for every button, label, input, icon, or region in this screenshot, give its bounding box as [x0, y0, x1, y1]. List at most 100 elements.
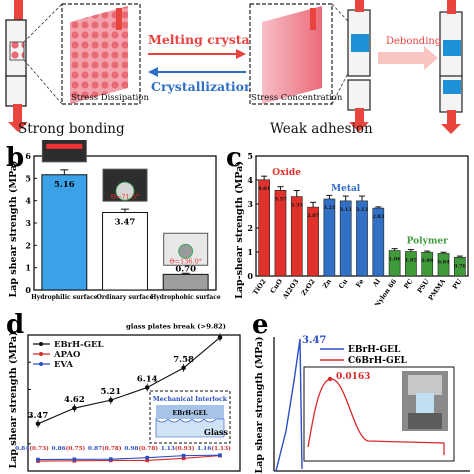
d-pair-label: 0.86(0.75): [52, 445, 86, 452]
c-category-label: Zn: [321, 277, 333, 290]
left-specimen: [5, 0, 28, 132]
right-specimen: [347, 0, 463, 134]
d-point-label: 7.58: [173, 355, 194, 365]
c-bar: [339, 200, 352, 277]
chart-c: c Lap-shear strength (MPa) 0 1 2 3 4 5 4.01 TiO…: [226, 143, 469, 305]
d-legend-label: EVA: [54, 360, 73, 370]
d-axes-frame: [27, 334, 241, 472]
b-droplet: [115, 181, 135, 201]
c-value-label: 3.21: [323, 205, 335, 211]
d-inset-glass-label: Glass: [204, 427, 229, 437]
panel-d: d Lap shear strength (MPa) EBrH-GEL APAO E…: [0, 305, 248, 474]
d-inset-gel-layer: [156, 405, 224, 419]
e-clamp-sample: [416, 393, 434, 415]
e-legend-label: EBrH-GEL: [348, 345, 401, 355]
d-point-label: 3.47: [28, 411, 49, 421]
panel-c: c Lap-shear strength (MPa) 0 1 2 3 4 5 4.01 TiO…: [222, 140, 474, 305]
chart-e: e Lap shear strength (MPa) 3.47 EBrH-GELC…: [252, 310, 470, 474]
b-droplet: [178, 243, 194, 259]
d-inset-glass: [155, 418, 225, 438]
b-flat-droplet: [46, 143, 83, 149]
right-zoom-box: [249, 3, 333, 105]
weak-adhesion-label: Weak adhesion: [270, 121, 373, 137]
d-pair-label: 0.84(0.73): [15, 445, 49, 452]
c-bar: [388, 250, 401, 277]
c-bar: [356, 200, 368, 277]
d-series-line: [37, 454, 221, 461]
d-point: [109, 457, 113, 461]
b-ytick-label: 5: [25, 173, 31, 183]
c-bar: [405, 251, 417, 277]
c-category-label: TiO2: [251, 278, 268, 297]
d-point: [181, 453, 186, 458]
d-legend-marker: [39, 352, 43, 356]
b-ytick-label: 4: [25, 196, 31, 206]
b-ytick-label: 2: [25, 240, 31, 250]
d-ylabel: Lap shear strength (MPa): [8, 331, 19, 468]
e-peak-marker: [327, 376, 333, 382]
d-point: [145, 458, 149, 463]
debonding-arrow: Debonding: [378, 36, 442, 70]
b-category-label: Ordinary surface: [97, 294, 154, 301]
c-category-label: PC: [402, 278, 414, 291]
c-ytick-label: 3: [247, 199, 253, 209]
panel-e-letter: e: [252, 310, 269, 340]
e-clamp-upper: [408, 375, 442, 395]
c-value-label: 3.57: [274, 196, 287, 202]
d-legend-marker: [39, 342, 43, 346]
e-series-ebrh: [275, 338, 303, 472]
left-caption: Stress Dissipation: [71, 93, 149, 103]
left-zoom-box: [61, 3, 141, 105]
c-value-label: 3.31: [291, 203, 303, 209]
d-inset-title: Mechanical Interlock: [153, 396, 228, 403]
b-contact-angle: Θ=136.0°: [169, 257, 202, 265]
crystallization-label: Crystallization: [151, 79, 253, 94]
d-point-label: 4.62: [64, 395, 85, 405]
c-category-label: ZrO2: [300, 278, 317, 298]
crystallization-arrow: Crystallization: [148, 67, 253, 94]
b-value-label: 3.47: [115, 218, 136, 228]
d-point: [145, 455, 149, 460]
d-annotation: glass plates break (>9.82): [126, 322, 226, 330]
b-category-label: Hydrophobic surface: [151, 294, 221, 301]
b-ytick-label: 1: [25, 263, 31, 273]
melting-label: Melting crystal: [148, 32, 255, 47]
c-ylabel: Lap-shear strength (MPa): [234, 161, 245, 299]
c-value-label: 0.78: [454, 263, 467, 269]
d-point-label: 6.14: [137, 374, 158, 384]
c-category-label: Cu: [337, 277, 349, 290]
b-bar: [41, 174, 88, 291]
c-value-label: 1.06: [389, 257, 402, 263]
chart-d: d Lap shear strength (MPa) EBrH-GELAPAOE…: [6, 310, 241, 472]
b-ytick-label: 0: [25, 285, 31, 295]
c-category-label: PSU: [416, 277, 431, 294]
strong-bonding-label: Strong bonding: [18, 121, 125, 137]
e-peak-label-ebrh: 3.47: [302, 335, 326, 346]
e-peak-label-c6brh: 0.0163: [336, 372, 370, 382]
c-ytick-label: 0: [247, 271, 253, 281]
d-series-line: [37, 337, 221, 425]
c-ytick-label: 4: [247, 175, 253, 185]
b-bar: [102, 212, 148, 291]
d-point: [36, 457, 40, 462]
b-ytick-label: 6: [25, 151, 31, 161]
c-bar: [258, 179, 270, 277]
d-legend-label: EBrH-GEL: [54, 340, 103, 350]
e-legend-label: C6BrH-GEL: [348, 356, 408, 366]
panel-b-letter: b: [6, 143, 24, 173]
c-category-label: PU: [451, 277, 464, 291]
c-value-label: 1.02: [405, 258, 418, 264]
c-value-label: 2.87: [307, 213, 320, 219]
panel-b: b Lap shear strength (MPa) 0 1 2 3 4 5 6 5.16 Hy…: [0, 140, 222, 305]
b-category-label: Hydrophilic surface: [31, 294, 98, 301]
c-category-label: Fe: [354, 278, 365, 289]
d-point: [181, 456, 186, 461]
c-group-label-metal: Metal: [331, 184, 361, 194]
b-ytick-label: 3: [25, 218, 31, 228]
b-value-label: 0.70: [175, 264, 196, 274]
melting-arrow: Melting crystal: [148, 32, 255, 59]
c-value-label: 0.94: [437, 259, 450, 265]
c-value-label: 0.99: [421, 258, 434, 264]
d-point: [218, 453, 222, 458]
c-ytick-label: 5: [247, 151, 253, 161]
